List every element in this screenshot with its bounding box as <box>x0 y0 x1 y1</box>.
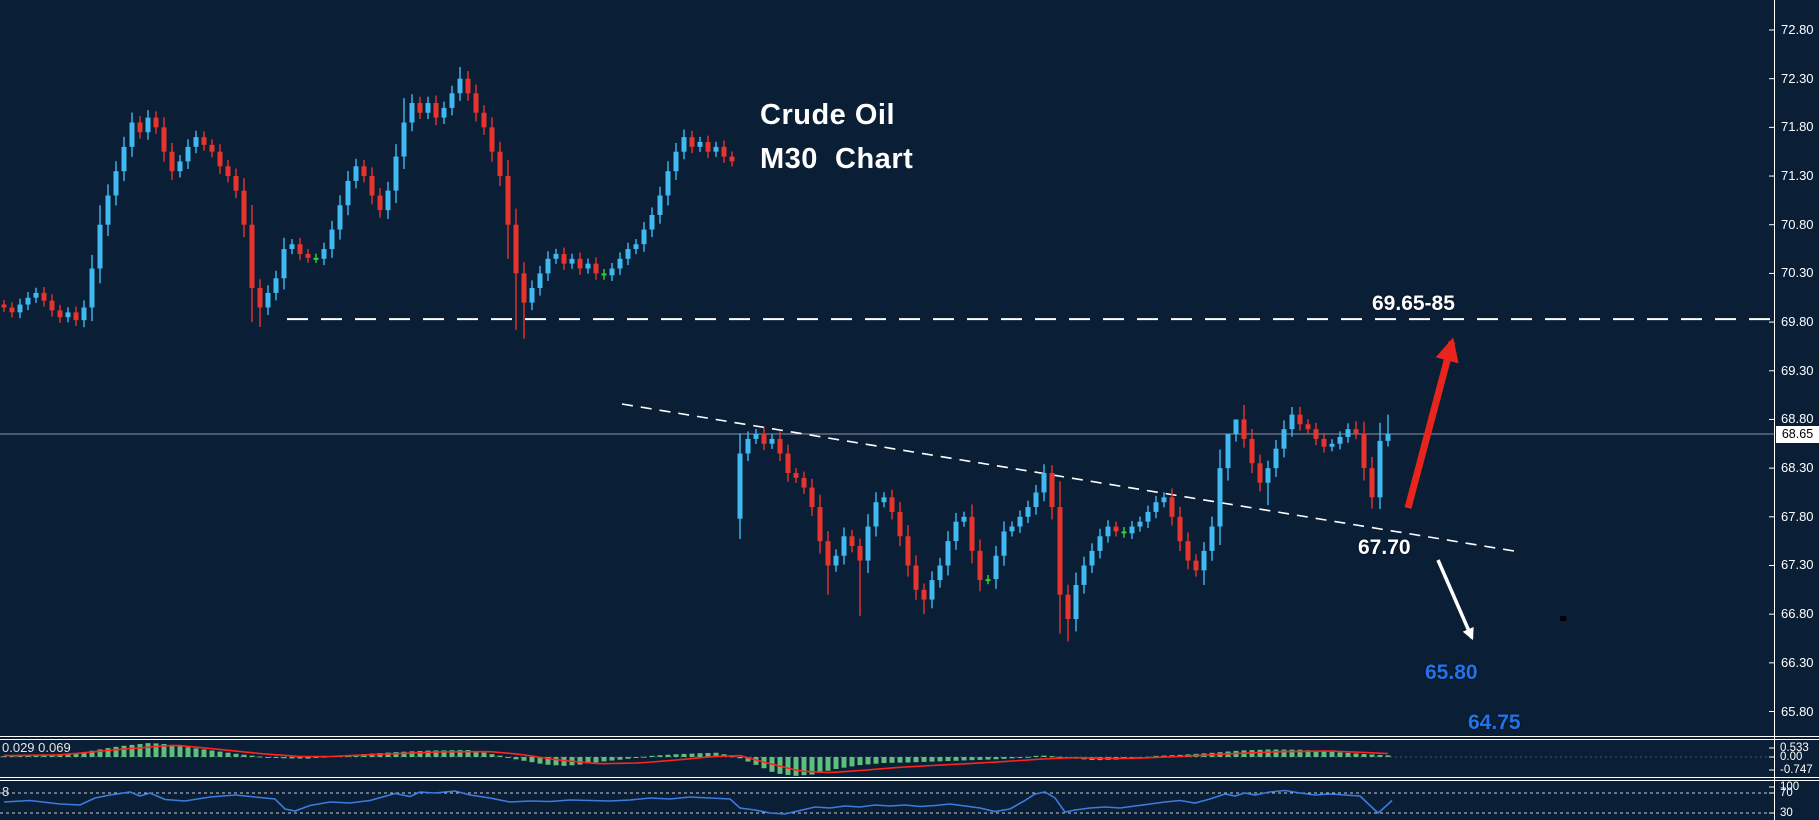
price-axis-label: 70.80 <box>1781 216 1814 232</box>
macd-signal-line <box>3 744 1389 774</box>
price-axis-label: 69.30 <box>1781 362 1814 378</box>
dot-marker <box>1560 616 1566 621</box>
resistance-zone-label: 69.65-85 <box>1372 292 1455 315</box>
price-axis-label: 65.80 <box>1781 703 1814 719</box>
price-axis-label: 72.30 <box>1781 70 1814 86</box>
price-axis-label: 69.80 <box>1781 314 1814 330</box>
downside-target-label-2: 64.75 <box>1468 711 1521 734</box>
trendline-level-label: 67.70 <box>1358 536 1411 559</box>
macd-axis-label: 0.00 <box>1780 751 1803 763</box>
price-axis-label: 70.30 <box>1781 265 1814 281</box>
axis-ticks <box>1769 29 1774 814</box>
price-axis-label: 72.80 <box>1781 22 1814 37</box>
chart-title-symbol: Crude Oil <box>760 99 896 131</box>
rsi-line <box>3 789 1393 815</box>
rsi-axis-label: 70 <box>1780 787 1793 799</box>
downside-target-label-1: 65.80 <box>1425 661 1478 684</box>
bullish-projection-arrow[interactable] <box>1404 337 1459 509</box>
rsi-axis-label: 30 <box>1780 807 1793 819</box>
price-axis-label: 68.80 <box>1781 411 1814 427</box>
macd-axis-label: -0.747 <box>1780 764 1813 776</box>
rsi-period-label: 8 <box>2 784 10 799</box>
current-price-tag: 68.65 <box>1776 425 1819 443</box>
price-axis-label: 67.80 <box>1781 508 1814 524</box>
chart-title-timeframe: M30 Chart <box>760 143 914 175</box>
macd-current-values: 0.029 0.069 <box>2 740 71 755</box>
price-axis-label: 68.30 <box>1781 460 1814 476</box>
price-axis-label: 71.30 <box>1781 168 1814 184</box>
price-axis-label: 66.30 <box>1781 654 1814 670</box>
rsi-axis-label: 100 <box>1780 781 1800 793</box>
price-axis-label: 66.80 <box>1781 606 1814 622</box>
bearish-projection-arrow[interactable] <box>1436 559 1474 641</box>
price-axis-label: 67.30 <box>1781 557 1814 573</box>
macd-axis-label: 0.533 <box>1780 742 1809 754</box>
price-axis-label: 71.80 <box>1781 119 1814 135</box>
candlesticks <box>1 66 1391 642</box>
chart-title: Crude Oil M30 Chart <box>760 93 913 181</box>
